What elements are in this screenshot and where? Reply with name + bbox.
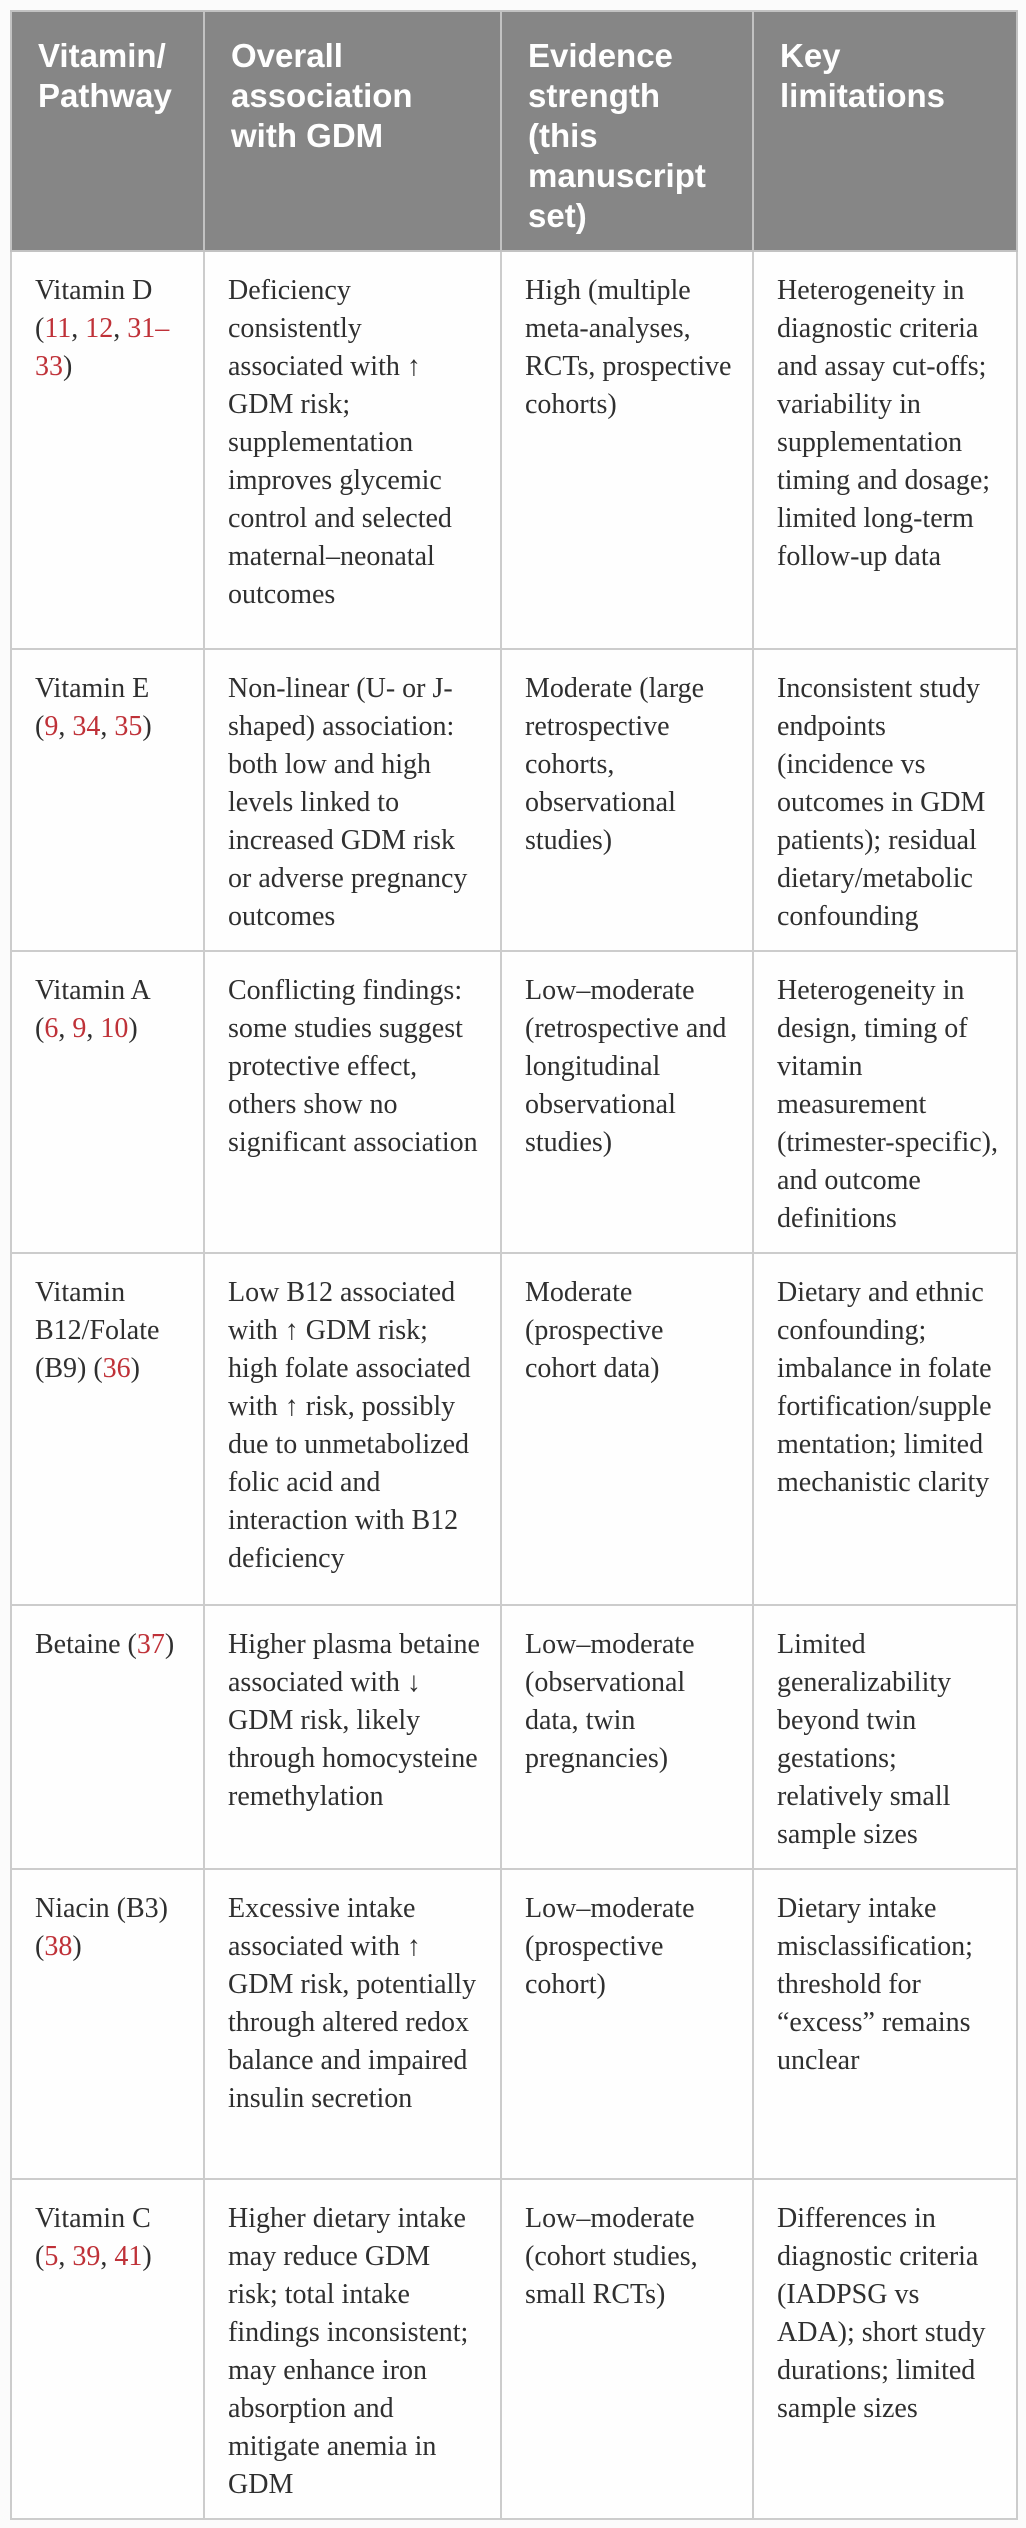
citation-link[interactable]: 38 (44, 1931, 73, 1962)
column-header-evidence-strength: Evidence strength (this manuscript set) (500, 10, 754, 252)
table-body: Vitamin D (11, 12, 31–33) Deficiency cons… (10, 250, 1018, 2520)
citation-link[interactable]: 6 (44, 1013, 59, 1044)
citation-link[interactable]: 35 (114, 711, 143, 742)
citation-link[interactable]: 5 (44, 2241, 59, 2272)
cell-association-with-gdm: Low B12 associated with ↑ GDM risk; high… (203, 1252, 502, 1606)
table-row: Betaine (37) Higher plasma betaine associ… (10, 1604, 1018, 1870)
cell-evidence-strength: Moderate (prospective cohort data) (500, 1252, 754, 1606)
citation-link[interactable]: 31–33 (35, 313, 170, 382)
cell-key-limitations: Dietary and ethnic confounding; imbalanc… (752, 1252, 1018, 1606)
cell-key-limitations: Dietary intake misclassification; thresh… (752, 1868, 1018, 2180)
citation-link[interactable]: 39 (72, 2241, 101, 2272)
cell-vitamin-pathway: Vitamin E (9, 34, 35) (10, 648, 205, 952)
pathway-text: ) (128, 1013, 138, 1044)
cell-key-limitations: Inconsistent study endpoints (incidence … (752, 648, 1018, 952)
citation-link[interactable]: 11 (44, 313, 72, 344)
header-row: Vitamin/Pathway Overall association with… (10, 10, 1018, 252)
pathway-text: ) (130, 1353, 140, 1384)
cell-vitamin-pathway: Vitamin B12/Folate (B9) (36) (10, 1252, 205, 1606)
pathway-text: , (58, 711, 73, 742)
cell-vitamin-pathway: Niacin (B3) (38) (10, 1868, 205, 2180)
cell-association-with-gdm: Higher dietary intake may reduce GDM ris… (203, 2178, 502, 2520)
pathway-text: ) (72, 1931, 82, 1962)
pathway-text: ) (164, 1629, 175, 1660)
cell-evidence-strength: High (multiple meta-analyses, RCTs, pros… (500, 250, 754, 650)
citation-link[interactable]: 36 (102, 1353, 131, 1384)
pathway-text: Vitamin B12/Folate (B9) ( (35, 1277, 160, 1384)
table-header: Vitamin/Pathway Overall association with… (10, 10, 1018, 252)
cell-key-limitations: Heterogeneity in design, timing of vitam… (752, 950, 1018, 1254)
cell-key-limitations: Heterogeneity in diagnostic criteria and… (752, 250, 1018, 650)
cell-key-limitations: Limited generalizability beyond twin ges… (752, 1604, 1018, 1870)
pathway-text: Vitamin E ( (35, 673, 150, 742)
cell-association-with-gdm: Higher plasma betaine associated with ↓ … (203, 1604, 502, 1870)
pathway-text: , (100, 2241, 115, 2272)
pathway-text: Vitamin A ( (35, 975, 150, 1044)
cell-association-with-gdm: Deficiency consistently associated with … (203, 250, 502, 650)
pathway-text: , (58, 1013, 73, 1044)
table-row: Vitamin C (5, 39, 41) Higher dietary inta… (10, 2178, 1018, 2520)
column-header-vitamin-pathway: Vitamin/Pathway (10, 10, 205, 252)
table-row: Vitamin E (9, 34, 35) Non-linear (U- or J… (10, 648, 1018, 952)
pathway-text: Vitamin D ( (35, 275, 153, 344)
pathway-text: Vitamin C ( (35, 2203, 151, 2272)
cell-vitamin-pathway: Vitamin D (11, 12, 31–33) (10, 250, 205, 650)
pathway-text: , (86, 1013, 101, 1044)
citation-link[interactable]: 34 (72, 711, 101, 742)
pathway-text: Niacin (B3) ( (35, 1893, 168, 1962)
citation-link[interactable]: 37 (136, 1629, 165, 1660)
table-row: Vitamin B12/Folate (B9) (36) Low B12 asso… (10, 1252, 1018, 1606)
cell-evidence-strength: Low–moderate (prospective cohort) (500, 1868, 754, 2180)
cell-vitamin-pathway: Vitamin C (5, 39, 41) (10, 2178, 205, 2520)
pathway-text: , (100, 711, 115, 742)
cell-evidence-strength: Low–moderate (cohort studies, small RCTs… (500, 2178, 754, 2520)
cell-evidence-strength: Low–moderate (retrospective and longitud… (500, 950, 754, 1254)
pathway-text: , (58, 2241, 73, 2272)
cell-association-with-gdm: Conflicting findings: some studies sugge… (203, 950, 502, 1254)
pathway-text: Betaine ( (35, 1629, 137, 1660)
cell-evidence-strength: Low–moderate (observational data, twin p… (500, 1604, 754, 1870)
cell-association-with-gdm: Excessive intake associated with ↑ GDM r… (203, 1868, 502, 2180)
citation-link[interactable]: 41 (114, 2241, 143, 2272)
table-row: Vitamin D (11, 12, 31–33) Deficiency cons… (10, 250, 1018, 650)
table-row: Vitamin A (6, 9, 10) Conflicting findings… (10, 950, 1018, 1254)
cell-evidence-strength: Moderate (large retrospective cohorts, o… (500, 648, 754, 952)
table-row: Niacin (B3) (38) Excessive intake associa… (10, 1868, 1018, 2180)
column-header-overall-association: Overall association with GDM (203, 10, 502, 252)
citation-link[interactable]: 9 (72, 1013, 87, 1044)
citation-link[interactable]: 12 (85, 313, 114, 344)
cell-vitamin-pathway: Betaine (37) (10, 1604, 205, 1870)
cell-key-limitations: Differences in diagnostic criteria (IADP… (752, 2178, 1018, 2520)
pathway-text: ) (142, 711, 152, 742)
pathway-text: , (113, 313, 128, 344)
citation-link[interactable]: 10 (100, 1013, 129, 1044)
cell-association-with-gdm: Non-linear (U- or J-shaped) association:… (203, 648, 502, 952)
citation-link[interactable]: 9 (44, 711, 59, 742)
cell-vitamin-pathway: Vitamin A (6, 9, 10) (10, 950, 205, 1254)
pathway-text: , (71, 313, 86, 344)
column-header-key-limitations: Key limitations (752, 10, 1018, 252)
pathway-text: ) (142, 2241, 152, 2272)
pathway-text: ) (63, 351, 73, 382)
vitamin-gdm-summary-table: Vitamin/Pathway Overall association with… (10, 10, 1018, 2520)
